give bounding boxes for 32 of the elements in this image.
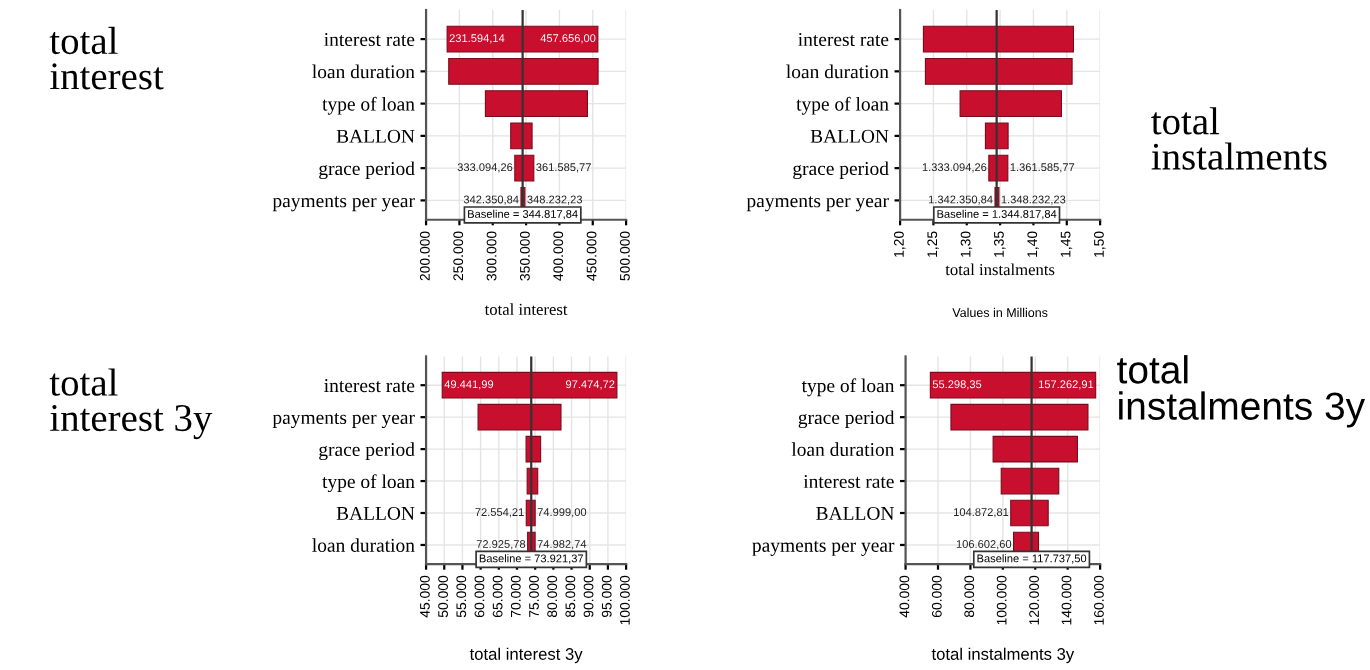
y-tick-label: loan duration [791,442,895,457]
x-axis-title: total instalments 3y [931,647,1075,664]
text: total instalments [945,263,1055,276]
y-tick-label: loan duration [312,538,415,552]
y-tick-label: BALLON [336,129,415,143]
y-tick-label: payments per year [272,412,415,429]
x-axis-title: total instalments [1151,107,1327,170]
y-tick-label: grace period [319,161,415,180]
y-tick-label: type of loan [801,378,895,397]
x-axis-title: total interest [49,26,164,90]
y-tick-label: payments per year [746,196,889,212]
y-tick-label: type of loan [322,474,415,493]
y-tick-label: loan duration [786,64,889,79]
y-tick-label: interest rate [324,32,415,47]
x-axis-title: total interest 3y [49,368,213,440]
y-tick-label: type of loan [796,96,889,115]
y-tick-label: BALLON [336,506,415,520]
text: total instalments 3y [1117,355,1366,428]
y-tick-label: interest rate [803,474,894,488]
y-tick-label: grace period [793,161,889,180]
y-tick-label: interest rate [324,379,415,393]
y-tick-label: BALLON [810,129,889,143]
y-tick-label: interest rate [798,32,889,47]
y-tick-label: BALLON [816,506,895,520]
y-tick-label: type of loan [322,96,415,115]
y-tick-label: payments per year [752,540,895,556]
text: total interest [484,303,568,316]
text: total interest 3y [469,647,583,664]
y-tick-label: payments per year [272,196,415,212]
y-tick-label: loan duration [312,64,415,79]
y-tick-label: grace period [319,442,415,461]
y-tick-label: grace period [798,410,895,429]
